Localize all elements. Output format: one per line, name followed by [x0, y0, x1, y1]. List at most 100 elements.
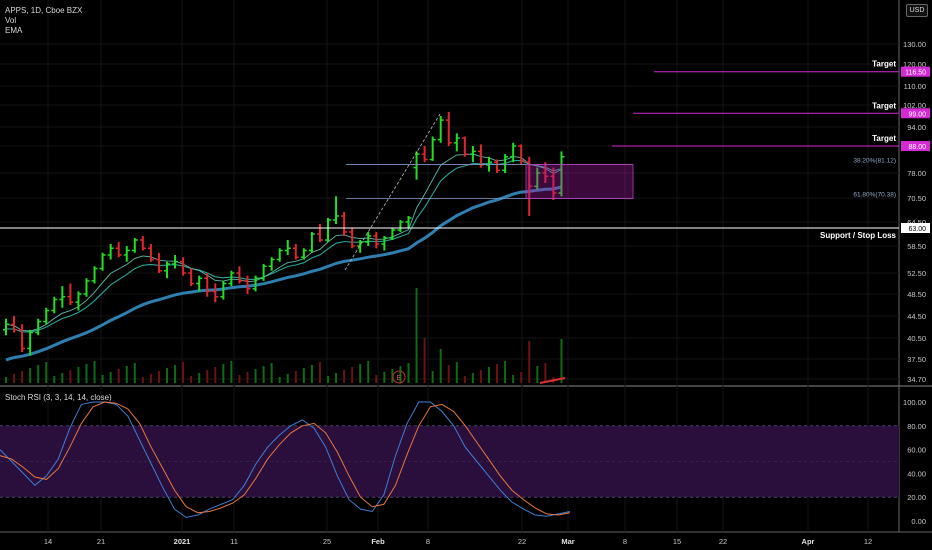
volume-bar — [343, 370, 346, 383]
volume-bar — [391, 369, 394, 383]
time-tick-label: Feb — [371, 537, 385, 546]
volume-bar — [238, 375, 241, 383]
volume-bar — [5, 377, 7, 383]
volume-bar — [206, 370, 209, 383]
time-tick-label: 15 — [673, 537, 681, 546]
time-tick-label: 8 — [623, 537, 627, 546]
volume-bar — [367, 361, 370, 383]
price-tag-box — [901, 223, 930, 233]
price-tick-label: 94.00 — [907, 123, 926, 132]
fib-zone-box — [525, 164, 634, 199]
volume-bar — [109, 372, 112, 383]
volume-bar — [254, 369, 257, 383]
volume-bar — [222, 364, 225, 383]
volume-bar — [431, 371, 434, 383]
symbol-title[interactable]: APPS, 1D, Cboe BZX — [5, 6, 83, 15]
volume-bar — [439, 349, 442, 383]
volume-trend-marker — [539, 377, 566, 384]
stoch-tick-label: 20.00 — [907, 493, 926, 502]
price-tick-label: 130.00 — [903, 40, 926, 49]
volume-bar — [375, 375, 378, 383]
time-tick-label: 12 — [864, 537, 872, 546]
volume-indicator-label[interactable]: Vol — [5, 16, 17, 25]
volume-bar — [246, 372, 249, 383]
volume-bar — [29, 368, 32, 383]
volume-bar — [13, 374, 16, 383]
ema-indicator-label[interactable]: EMA — [5, 26, 23, 35]
price-tick-label: 102.00 — [903, 101, 926, 110]
volume-bar — [335, 373, 338, 383]
volume-bar — [125, 366, 128, 383]
volume-bar — [407, 363, 410, 383]
currency-label: USD — [909, 7, 925, 14]
volume-bar — [528, 341, 531, 383]
time-tick-label: 2021 — [174, 537, 191, 546]
volume-bar — [190, 376, 193, 383]
volume-bar — [278, 377, 281, 383]
volume-bar — [560, 339, 563, 383]
price-tag-label: 99.00 — [908, 111, 926, 118]
stoch-tick-label: 60.00 — [907, 446, 926, 455]
volume-bar — [423, 338, 426, 383]
target-label: Target — [872, 101, 896, 110]
volume-bar — [504, 361, 507, 383]
time-tick-label: Mar — [561, 537, 574, 546]
volume-bar — [262, 366, 265, 383]
volume-bar — [174, 365, 177, 383]
stoch-k-line — [0, 401, 571, 518]
time-tick-label: 25 — [323, 537, 331, 546]
volume-bar — [21, 371, 24, 383]
volume-bar — [496, 364, 499, 383]
currency-button[interactable]: USD — [906, 4, 928, 17]
volume-bar — [415, 288, 418, 383]
volume-bar — [544, 363, 547, 383]
stoch-d-line — [0, 401, 571, 516]
chart-legend: APPS, 1D, Cboe BZX Vol EMA — [5, 6, 82, 36]
time-tick-label: 21 — [97, 537, 105, 546]
volume-bar — [310, 365, 313, 383]
target-label: Target — [872, 60, 896, 69]
volume-bar — [512, 375, 515, 383]
price-tick-label: 120.00 — [903, 60, 926, 69]
volume-bar — [327, 376, 329, 383]
time-tick-label: Apr — [802, 537, 815, 546]
volume-bar — [270, 363, 273, 383]
volume-bar — [230, 361, 233, 383]
ema-fast-line — [5, 153, 562, 332]
volume-bar — [45, 362, 48, 383]
price-tag-box — [901, 108, 930, 119]
trend-line — [344, 113, 441, 271]
price-tick-label: 34.70 — [907, 375, 926, 384]
volume-bar — [166, 368, 168, 383]
volume-bar — [37, 365, 40, 383]
price-tick-label: 78.00 — [907, 169, 926, 178]
volume-bar — [157, 371, 160, 383]
volume-bar — [463, 376, 466, 383]
earnings-label: E — [397, 375, 402, 382]
volume-bar — [149, 374, 152, 383]
fib-618-label: 61.80%(70.38) — [853, 191, 896, 198]
volume-bar — [133, 363, 136, 383]
price-tag-label: 116.50 — [905, 70, 926, 77]
volume-bar — [61, 373, 64, 383]
volume-bar — [520, 372, 523, 383]
ema-slow-line — [5, 185, 562, 362]
price-tick-label: 70.50 — [907, 194, 926, 203]
stoch-rsi-title[interactable]: Stoch RSI (3, 3, 14, 14, close) — [5, 393, 112, 402]
volume-bar — [383, 372, 386, 383]
volume-bar — [536, 366, 539, 383]
volume-bar — [101, 375, 104, 383]
volume-bar — [455, 362, 458, 383]
time-tick-label: 22 — [518, 537, 526, 546]
volume-bar — [286, 374, 289, 383]
price-tag-box — [901, 66, 930, 77]
price-tick-label: 44.50 — [907, 312, 926, 321]
price-tag-box — [901, 141, 930, 151]
price-tag-label: 88.00 — [908, 144, 926, 151]
earnings-marker — [392, 370, 406, 384]
price-tick-label: 58.50 — [907, 242, 926, 251]
volume-bar — [359, 364, 362, 383]
stoch-tick-label: 40.00 — [907, 469, 926, 478]
volume-bar — [93, 361, 96, 383]
